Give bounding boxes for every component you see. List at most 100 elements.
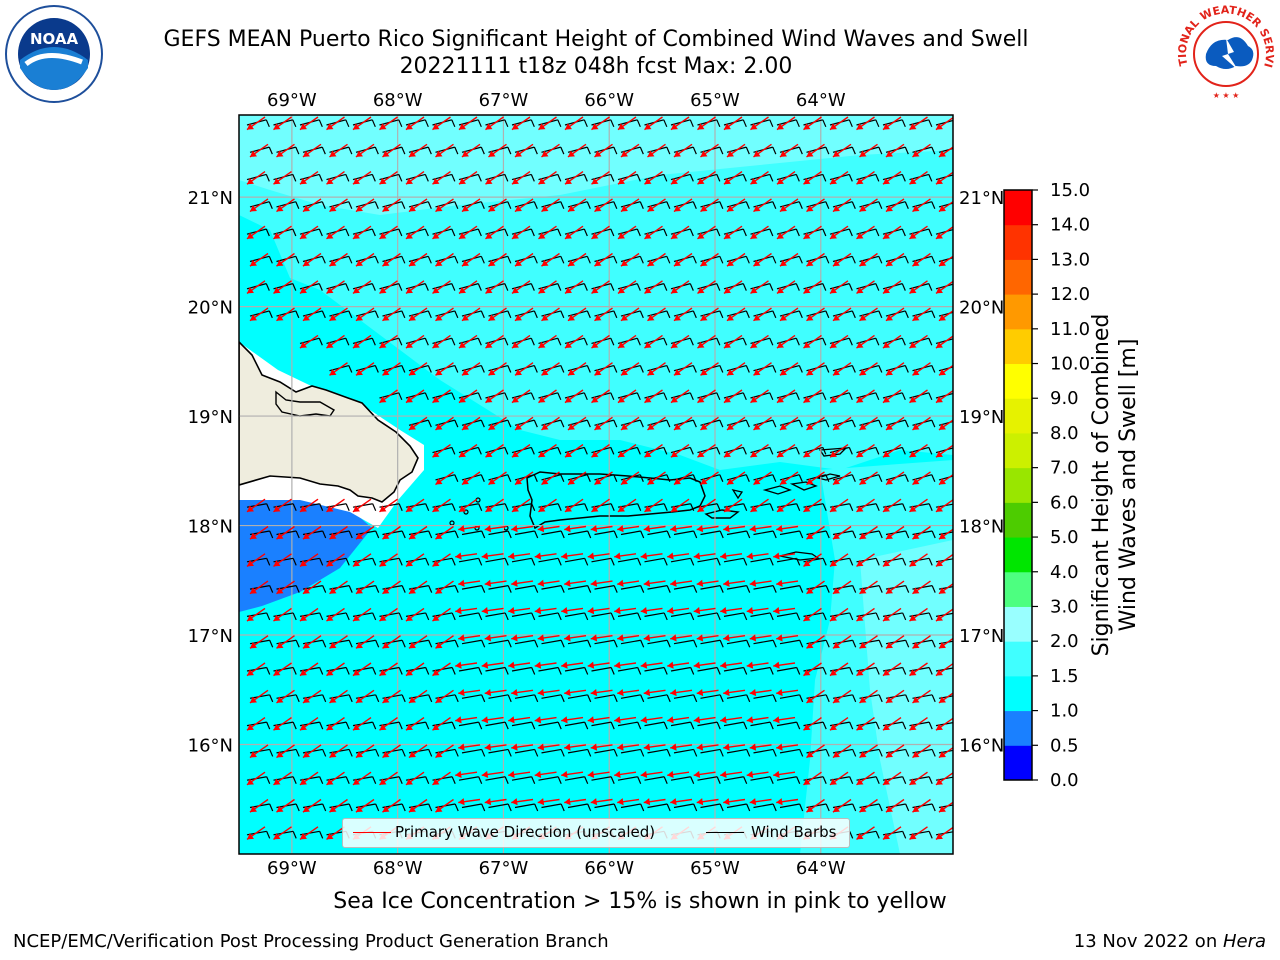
lon-tick-bottom: 68°W (373, 858, 423, 879)
wave-direction-arrow (458, 498, 478, 513)
wave-direction-arrow (276, 744, 295, 759)
wave-direction-arrow (587, 607, 610, 615)
wave-direction-arrow (617, 688, 640, 697)
wave-direction-arrow (432, 607, 451, 622)
wave-direction-arrow (670, 444, 690, 458)
wave-direction-arrow (276, 525, 295, 540)
wave-direction-arrow (352, 607, 372, 622)
wave-direction-arrow (700, 143, 719, 158)
wave-direction-arrow (644, 280, 663, 294)
wave-direction-arrow (693, 770, 716, 779)
wind-barb (723, 666, 748, 675)
wind-barb (697, 721, 721, 730)
wave-direction-arrow (299, 717, 319, 731)
wind-barb (620, 803, 645, 812)
wave-direction-arrow (617, 525, 640, 533)
wind-barb (697, 776, 721, 784)
wave-direction-arrow (326, 498, 345, 513)
wave-direction-arrow (803, 116, 822, 131)
wind-barb (939, 859, 962, 866)
wave-direction-arrow (534, 716, 557, 724)
wind-barb (461, 748, 486, 757)
wave-direction-arrow (534, 552, 557, 560)
wave-direction-arrow (776, 389, 796, 404)
wave-direction-arrow (882, 717, 902, 731)
wave-direction-arrow (776, 444, 796, 458)
wave-direction-arrow (750, 225, 769, 240)
lon-tick-bottom: 64°W (796, 858, 846, 879)
wave-direction-arrow (803, 553, 822, 567)
wave-direction-arrow (667, 716, 690, 724)
wave-direction-arrow (673, 416, 693, 431)
wave-direction-arrow (564, 634, 587, 642)
wave-direction-arrow (382, 635, 401, 649)
wind-barb (860, 859, 883, 866)
wave-direction-arrow (541, 416, 560, 431)
wind-barb (564, 721, 589, 730)
colorbar-tick-label: 3.0 (1050, 596, 1079, 617)
wave-direction-arrow (749, 743, 772, 751)
wave-direction-arrow (614, 770, 637, 779)
wave-direction-arrow (696, 579, 719, 587)
wave-direction-arrow (511, 525, 534, 533)
wave-direction-arrow (749, 579, 772, 587)
wave-direction-arrow (564, 225, 584, 240)
wave-direction-arrow (249, 798, 269, 813)
wind-barb (541, 639, 565, 648)
wind-barb (538, 557, 562, 566)
wind-barb (647, 694, 671, 703)
wave-direction-arrow (355, 635, 375, 649)
figure-title: GEFS MEAN Puerto Rico Significant Height… (163, 27, 1029, 52)
wave-direction-arrow (640, 716, 663, 724)
wave-direction-arrow (720, 607, 743, 615)
footer-date-text: 13 Nov 2022 on (1073, 931, 1223, 952)
wave-direction-arrow (379, 662, 398, 677)
wind-barb (620, 639, 645, 648)
wind-barb (673, 585, 698, 593)
lon-tick-bottom: 67°W (479, 858, 529, 879)
wind-barb (726, 639, 751, 648)
wave-direction-arrow (776, 743, 799, 751)
wave-direction-arrow (435, 798, 454, 813)
wave-direction-arrow (882, 225, 902, 240)
wind-barb (461, 639, 486, 648)
wind-barb (647, 639, 671, 648)
wave-direction-arrow (806, 635, 825, 649)
wave-direction-arrow (938, 473, 953, 486)
wind-barb (750, 612, 774, 621)
wave-direction-arrow (693, 716, 716, 724)
wave-direction-arrow (859, 252, 878, 267)
wave-direction-arrow (408, 689, 428, 704)
wave-direction-arrow (935, 772, 953, 786)
wave-direction-arrow (935, 717, 953, 731)
wave-direction-arrow (326, 662, 345, 677)
wave-direction-arrow (591, 225, 610, 240)
wave-direction-arrow (590, 743, 613, 751)
wave-direction-arrow (885, 252, 905, 267)
wave-direction-arrow (432, 280, 451, 294)
wave-direction-arrow (696, 688, 719, 697)
wave-direction-arrow (484, 743, 507, 751)
wave-direction-arrow (481, 552, 504, 560)
wave-direction-arrow (299, 116, 319, 131)
wave-direction-arrow (511, 634, 534, 642)
wave-direction-arrow (640, 552, 663, 560)
wave-direction-arrow (408, 798, 428, 813)
wave-direction-arrow (749, 798, 772, 806)
wave-direction-arrow (408, 362, 428, 376)
wave-direction-arrow (587, 661, 610, 669)
colorbar-segment (1004, 745, 1032, 781)
wave-direction-arrow (803, 280, 822, 294)
wave-direction-arrow (829, 771, 849, 786)
wave-direction-arrow (773, 716, 796, 724)
wave-direction-arrow (909, 389, 928, 404)
wave-direction-arrow (859, 143, 878, 158)
wave-direction-arrow (776, 280, 796, 294)
wave-direction-arrow (355, 143, 375, 158)
wave-direction-arrow (938, 310, 953, 322)
colorbar-segment (1004, 641, 1032, 677)
wind-barb (514, 530, 539, 539)
wave-direction-arrow (508, 607, 531, 615)
wind-barb (754, 859, 777, 866)
wave-direction-arrow (856, 334, 875, 349)
